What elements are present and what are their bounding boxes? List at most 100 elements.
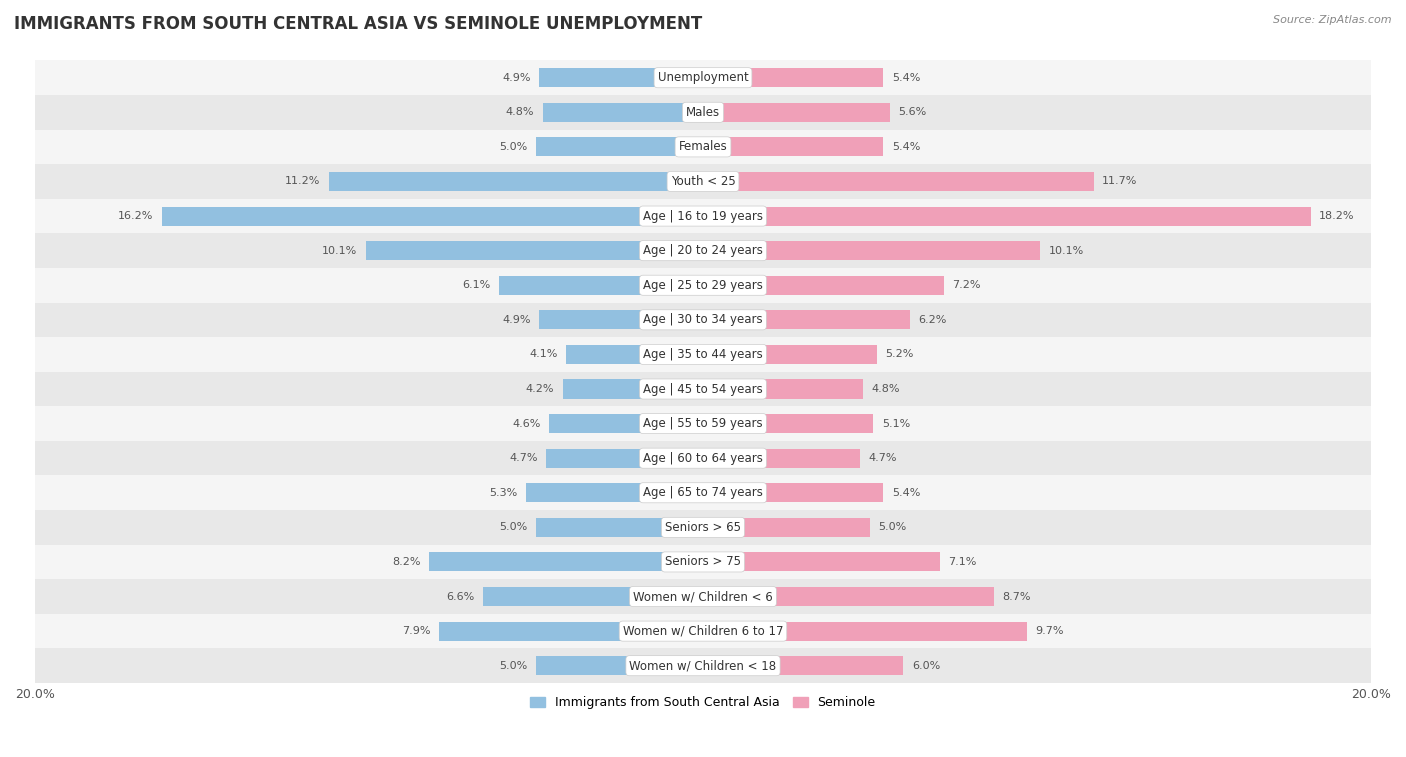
Bar — [703, 310, 910, 329]
Text: 7.9%: 7.9% — [402, 626, 430, 636]
Text: 11.2%: 11.2% — [285, 176, 321, 186]
Text: 18.2%: 18.2% — [1319, 211, 1355, 221]
Text: 4.9%: 4.9% — [502, 73, 531, 83]
Text: Women w/ Children 6 to 17: Women w/ Children 6 to 17 — [623, 625, 783, 637]
Bar — [35, 407, 1371, 441]
Bar — [703, 172, 1094, 191]
Bar — [703, 414, 873, 433]
Bar — [35, 372, 1371, 407]
Text: 5.0%: 5.0% — [499, 142, 527, 152]
Bar — [703, 103, 890, 122]
Text: Age | 25 to 29 years: Age | 25 to 29 years — [643, 279, 763, 291]
Text: 5.4%: 5.4% — [891, 142, 920, 152]
Bar — [703, 345, 877, 364]
Bar — [35, 649, 1371, 683]
Text: 4.8%: 4.8% — [506, 107, 534, 117]
Bar — [536, 137, 703, 157]
Text: 4.1%: 4.1% — [529, 350, 558, 360]
Text: 7.2%: 7.2% — [952, 280, 980, 290]
Text: 10.1%: 10.1% — [1049, 246, 1084, 256]
Text: 9.7%: 9.7% — [1035, 626, 1064, 636]
Text: Age | 16 to 19 years: Age | 16 to 19 years — [643, 210, 763, 223]
Text: 4.7%: 4.7% — [869, 453, 897, 463]
Text: 4.8%: 4.8% — [872, 384, 900, 394]
Text: Women w/ Children < 6: Women w/ Children < 6 — [633, 590, 773, 603]
Text: Youth < 25: Youth < 25 — [671, 175, 735, 188]
Bar — [35, 164, 1371, 199]
Text: 7.1%: 7.1% — [949, 557, 977, 567]
Text: 16.2%: 16.2% — [118, 211, 153, 221]
Text: 5.1%: 5.1% — [882, 419, 910, 428]
Bar — [703, 449, 860, 468]
Bar — [536, 656, 703, 675]
Bar — [703, 276, 943, 294]
Text: 4.2%: 4.2% — [526, 384, 554, 394]
Legend: Immigrants from South Central Asia, Seminole: Immigrants from South Central Asia, Semi… — [526, 691, 880, 714]
Text: 8.7%: 8.7% — [1002, 591, 1031, 602]
Text: 4.6%: 4.6% — [513, 419, 541, 428]
Text: Unemployment: Unemployment — [658, 71, 748, 84]
Bar — [703, 483, 883, 503]
Bar — [703, 68, 883, 87]
Text: Age | 30 to 34 years: Age | 30 to 34 years — [643, 313, 763, 326]
Text: 5.0%: 5.0% — [879, 522, 907, 532]
Text: 6.0%: 6.0% — [911, 661, 941, 671]
Bar — [439, 621, 703, 640]
Text: Age | 65 to 74 years: Age | 65 to 74 years — [643, 486, 763, 500]
Bar — [546, 449, 703, 468]
Text: Source: ZipAtlas.com: Source: ZipAtlas.com — [1274, 15, 1392, 25]
Text: 11.7%: 11.7% — [1102, 176, 1137, 186]
Bar — [482, 587, 703, 606]
Bar — [35, 129, 1371, 164]
Bar — [540, 310, 703, 329]
Bar — [526, 483, 703, 503]
Text: Age | 20 to 24 years: Age | 20 to 24 years — [643, 245, 763, 257]
Bar — [35, 268, 1371, 303]
Text: 5.2%: 5.2% — [884, 350, 914, 360]
Bar — [35, 441, 1371, 475]
Bar — [429, 553, 703, 572]
Text: Women w/ Children < 18: Women w/ Children < 18 — [630, 659, 776, 672]
Text: Females: Females — [679, 140, 727, 154]
Text: 6.2%: 6.2% — [918, 315, 946, 325]
Bar — [35, 95, 1371, 129]
Bar — [703, 587, 994, 606]
Text: 5.3%: 5.3% — [489, 488, 517, 498]
Text: IMMIGRANTS FROM SOUTH CENTRAL ASIA VS SEMINOLE UNEMPLOYMENT: IMMIGRANTS FROM SOUTH CENTRAL ASIA VS SE… — [14, 15, 703, 33]
Bar — [703, 379, 863, 398]
Bar — [703, 553, 941, 572]
Bar — [703, 241, 1040, 260]
Bar — [499, 276, 703, 294]
Bar — [703, 207, 1310, 226]
Bar — [536, 518, 703, 537]
Bar — [366, 241, 703, 260]
Bar — [35, 199, 1371, 233]
Bar — [35, 614, 1371, 649]
Bar — [543, 103, 703, 122]
Text: Seniors > 65: Seniors > 65 — [665, 521, 741, 534]
Text: 6.6%: 6.6% — [446, 591, 474, 602]
Bar — [703, 518, 870, 537]
Bar — [35, 233, 1371, 268]
Text: Age | 55 to 59 years: Age | 55 to 59 years — [643, 417, 763, 430]
Text: 5.6%: 5.6% — [898, 107, 927, 117]
Bar — [703, 621, 1026, 640]
Text: Age | 45 to 54 years: Age | 45 to 54 years — [643, 382, 763, 395]
Text: 10.1%: 10.1% — [322, 246, 357, 256]
Bar — [35, 510, 1371, 544]
Bar — [35, 579, 1371, 614]
Bar — [562, 379, 703, 398]
Text: Seniors > 75: Seniors > 75 — [665, 556, 741, 569]
Bar — [550, 414, 703, 433]
Bar — [703, 137, 883, 157]
Bar — [35, 61, 1371, 95]
Text: 5.4%: 5.4% — [891, 73, 920, 83]
Text: 5.0%: 5.0% — [499, 661, 527, 671]
Text: Males: Males — [686, 106, 720, 119]
Text: 4.7%: 4.7% — [509, 453, 537, 463]
Bar — [35, 544, 1371, 579]
Bar — [567, 345, 703, 364]
Text: 6.1%: 6.1% — [463, 280, 491, 290]
Text: 5.4%: 5.4% — [891, 488, 920, 498]
Bar — [35, 303, 1371, 337]
